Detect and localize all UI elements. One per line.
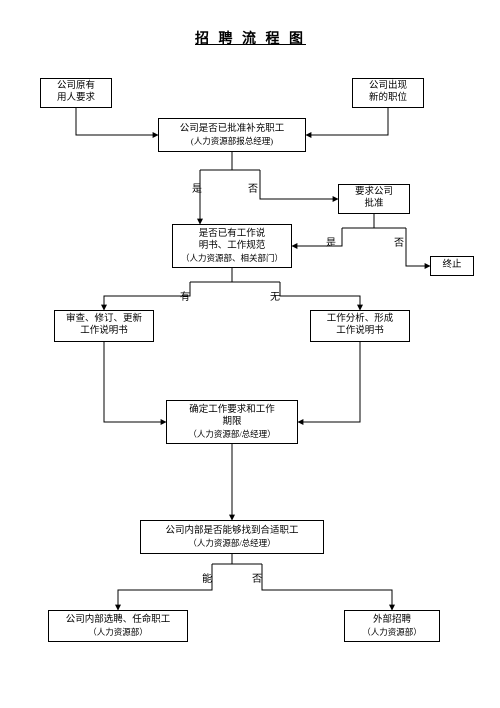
node-n_stop: 终止	[430, 256, 474, 276]
edge-label-l_can: 能	[202, 570, 212, 585]
node-line: 公司内部是否能够找到合适职工	[165, 526, 298, 538]
node-line: 新的职位	[369, 93, 407, 105]
node-subtext: (人力资源部报总经理)	[191, 136, 273, 147]
node-subtext: （人力资源部/总经理）	[188, 538, 275, 549]
chart-title: 招 聘 流 程 图	[195, 28, 306, 48]
node-line: 工作说明书	[80, 326, 128, 338]
edge-e2	[306, 108, 388, 135]
node-line: 公司出现	[369, 81, 407, 93]
edge-label-l_no2: 否	[394, 234, 404, 249]
edge-e9b	[118, 564, 212, 610]
node-n_existing: 公司原有用人要求	[40, 78, 112, 108]
edge-e5b	[104, 282, 190, 310]
node-n_analyze: 工作分析、形成工作说明书	[310, 310, 410, 342]
node-n_newpos: 公司出现新的职位	[352, 78, 424, 108]
node-n_jobspec: 是否已有工作说明书、工作规范（人力资源部、相关部门）	[172, 224, 292, 268]
edge-label-l_yes1: 是	[192, 180, 202, 195]
edge-label-l_cannot: 否	[252, 570, 262, 585]
node-n_external: 外部招聘（人力资源部）	[344, 610, 440, 642]
node-n_select: 公司内部选聘、任命职工（人力资源部）	[48, 610, 188, 642]
node-n_reqdef: 确定工作要求和工作期限（人力资源部/总经理）	[166, 400, 298, 444]
node-n_reqapprove: 要求公司批准	[338, 184, 410, 214]
edge-e7	[298, 342, 360, 422]
edge-e3c	[260, 170, 338, 199]
node-line: 外部招聘	[373, 615, 411, 627]
edge-e9c	[262, 564, 392, 610]
flowchart-canvas: 招 聘 流 程 图 公司原有用人要求 公司出现新的职位公司是否已批准补充职工(人力…	[0, 0, 500, 708]
node-subtext: （人力资源部、相关部门）	[181, 253, 283, 264]
node-line: 要求公司	[355, 187, 393, 199]
node-line: 确定工作要求和工作	[189, 405, 275, 417]
edge-label-l_no1: 否	[248, 180, 258, 195]
edge-label-l_none: 无	[270, 288, 280, 303]
edge-label-l_yes2: 是	[326, 234, 336, 249]
node-line: 期限	[222, 417, 241, 429]
edge-e1	[76, 108, 158, 135]
node-line: 公司是否已批准补充职工	[180, 124, 285, 136]
node-line: 工作分析、形成	[327, 314, 394, 326]
node-subtext: （人力资源部）	[362, 627, 422, 638]
node-n_internal: 公司内部是否能够找到合适职工（人力资源部/总经理）	[140, 520, 324, 554]
edge-label-l_have: 有	[180, 288, 190, 303]
node-line: 批准	[364, 199, 383, 211]
node-line: 用人要求	[57, 93, 95, 105]
node-subtext: （人力资源部）	[88, 627, 148, 638]
node-line: 公司内部选聘、任命职工	[66, 615, 171, 627]
node-line: 明书、工作规范	[199, 241, 266, 253]
node-line: 是否已有工作说	[199, 229, 266, 241]
edge-e5c	[280, 282, 360, 310]
node-line: 工作说明书	[336, 326, 384, 338]
node-n_approve: 公司是否已批准补充职工(人力资源部报总经理)	[158, 118, 306, 152]
node-n_review: 审查、修订、更新工作说明书	[54, 310, 154, 342]
edge-e4c	[406, 228, 430, 266]
node-line: 公司原有	[57, 81, 95, 93]
node-line: 审查、修订、更新	[66, 314, 142, 326]
edge-e6	[104, 342, 166, 422]
node-line: 终止	[442, 260, 461, 272]
node-subtext: （人力资源部/总经理）	[188, 429, 275, 440]
